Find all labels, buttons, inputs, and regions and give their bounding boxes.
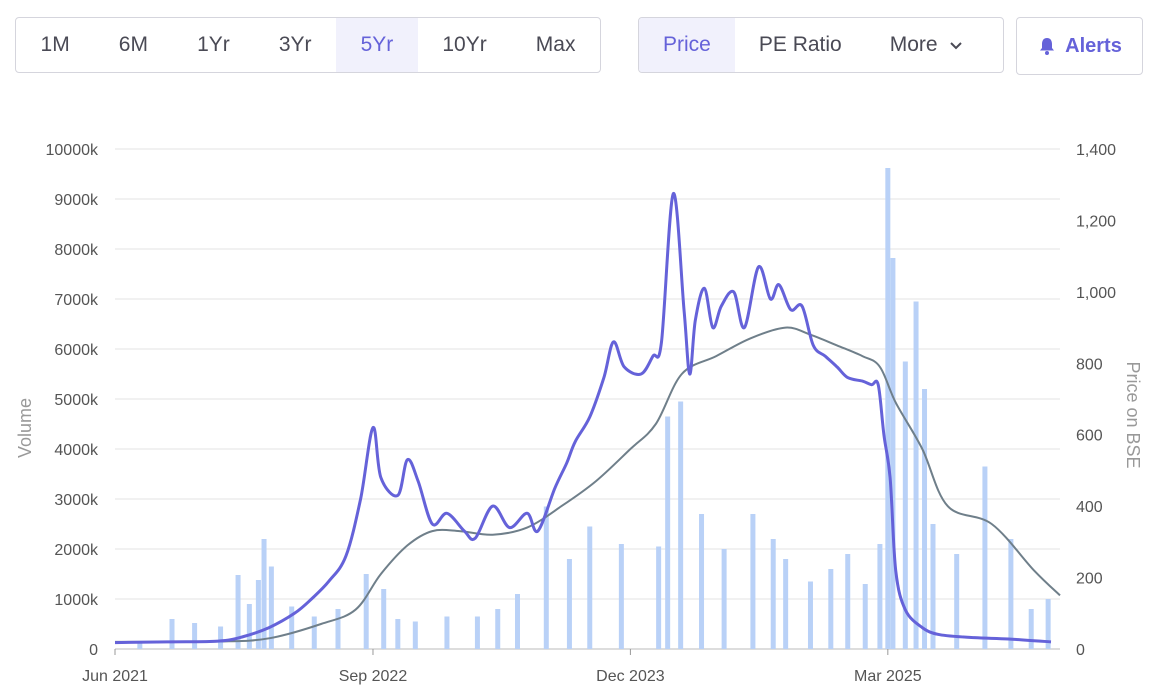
- more-label: More: [889, 33, 938, 56]
- volume-bar: [845, 554, 851, 649]
- volume-bar: [902, 361, 908, 649]
- volume-bar: [137, 643, 143, 649]
- alerts-label: Alerts: [1065, 34, 1122, 57]
- y-left-tick-label: 1000k: [54, 592, 99, 609]
- y-left-tick-label: 4000k: [54, 442, 99, 459]
- axis-ticks: 01000k2000k3000k4000k5000k6000k7000k8000…: [46, 142, 1117, 685]
- volume-bar: [678, 401, 684, 649]
- volume-bar: [807, 581, 813, 649]
- chart-lines: [114, 192, 1061, 645]
- volume-bar: [495, 609, 501, 649]
- y-right-tick-label: 400: [1076, 499, 1103, 516]
- chevron-down-icon: [949, 42, 962, 50]
- volume-bar: [618, 544, 624, 649]
- volume-bar: [261, 539, 267, 649]
- volume-bar: [1028, 609, 1034, 649]
- y-left-tick-label: 0: [89, 642, 98, 659]
- volume-bar: [750, 514, 756, 649]
- volume-bar: [587, 526, 593, 649]
- alerts-button[interactable]: Alerts: [1016, 17, 1143, 75]
- y-right-tick-label: 1,400: [1076, 142, 1116, 159]
- volume-bar: [515, 594, 520, 649]
- range-button-1yr[interactable]: 1Yr: [197, 33, 230, 56]
- range-button-max[interactable]: Max: [535, 33, 576, 56]
- metric-price-button[interactable]: Price: [639, 18, 735, 72]
- volume-bar: [1008, 539, 1014, 649]
- volume-bar: [218, 626, 224, 649]
- volume-bar: [169, 619, 175, 649]
- x-tick-label: Mar 2025: [854, 668, 922, 685]
- volume-bar: [913, 301, 919, 649]
- volume-bar: [566, 559, 572, 649]
- y-left-tick-label: 6000k: [54, 342, 99, 359]
- range-button-3yr[interactable]: 3Yr: [278, 33, 312, 56]
- y-left-tick-label: 3000k: [54, 492, 99, 509]
- volume-bar: [363, 574, 369, 649]
- y-right-tick-label: 1,000: [1076, 285, 1116, 302]
- volume-bar: [444, 616, 450, 649]
- volume-bar: [543, 506, 549, 649]
- y-axis-left-title: Volume: [15, 398, 35, 458]
- x-tick-label: Jun 2021: [82, 668, 148, 685]
- y-right-tick-label: 0: [1076, 642, 1085, 659]
- volume-bar: [954, 554, 960, 649]
- y-right-tick-label: 800: [1076, 356, 1103, 373]
- volume-bar: [828, 569, 834, 649]
- time-range-selector: 1M 6M 1Yr 3Yr 5Yr 10Yr Max: [15, 17, 601, 73]
- volume-bar: [930, 524, 936, 649]
- volume-bar: [982, 466, 988, 649]
- volume-bar: [381, 589, 387, 649]
- price-line: [114, 192, 1052, 645]
- y-right-tick-label: 600: [1076, 428, 1103, 445]
- volume-bar: [656, 546, 662, 649]
- volume-bar: [885, 168, 891, 649]
- y-right-tick-label: 200: [1076, 571, 1103, 588]
- volume-bar: [335, 609, 341, 649]
- volume-bar: [783, 559, 789, 649]
- volume-bar: [255, 580, 261, 649]
- metric-pe-ratio-button[interactable]: PE Ratio: [758, 33, 842, 56]
- y-left-tick-label: 10000k: [46, 142, 99, 159]
- y-left-tick-label: 9000k: [54, 192, 99, 209]
- x-tick-label: Sep 2022: [339, 668, 408, 685]
- y-left-tick-label: 5000k: [54, 392, 99, 409]
- volume-bars: [137, 168, 1051, 649]
- volume-bar: [877, 544, 883, 649]
- volume-bar: [235, 575, 241, 649]
- y-left-tick-label: 2000k: [54, 542, 99, 559]
- more-metrics-dropdown[interactable]: More: [866, 18, 992, 72]
- volume-bar: [192, 623, 198, 649]
- volume-bar: [922, 389, 928, 649]
- y-left-tick-label: 8000k: [54, 242, 99, 259]
- volume-bar: [862, 584, 868, 649]
- volume-bar: [268, 566, 274, 649]
- range-button-6m[interactable]: 6M: [118, 33, 148, 56]
- volume-bar: [474, 616, 480, 649]
- volume-bar: [395, 619, 401, 649]
- x-tick-label: Dec 2023: [596, 668, 665, 685]
- volume-bar: [289, 606, 295, 649]
- range-button-5yr[interactable]: 5Yr: [336, 18, 418, 72]
- volume-bar: [665, 416, 671, 649]
- volume-bar: [311, 616, 317, 649]
- bell-icon: [1040, 38, 1055, 55]
- y-right-tick-label: 1,200: [1076, 213, 1116, 230]
- range-button-1m[interactable]: 1M: [40, 33, 70, 56]
- volume-bar: [412, 621, 418, 649]
- range-button-10yr[interactable]: 10Yr: [442, 33, 487, 56]
- volume-bar: [1045, 599, 1051, 649]
- volume-bar: [890, 258, 896, 649]
- metric-selector: Price PE Ratio More: [638, 17, 1004, 73]
- y-left-tick-label: 7000k: [54, 292, 99, 309]
- volume-bar: [721, 549, 727, 649]
- y-axis-right-title: Price on BSE: [1123, 361, 1143, 468]
- dma-line: [114, 326, 1061, 643]
- volume-bar: [246, 604, 252, 649]
- volume-bar: [699, 514, 705, 649]
- volume-bar: [770, 539, 776, 649]
